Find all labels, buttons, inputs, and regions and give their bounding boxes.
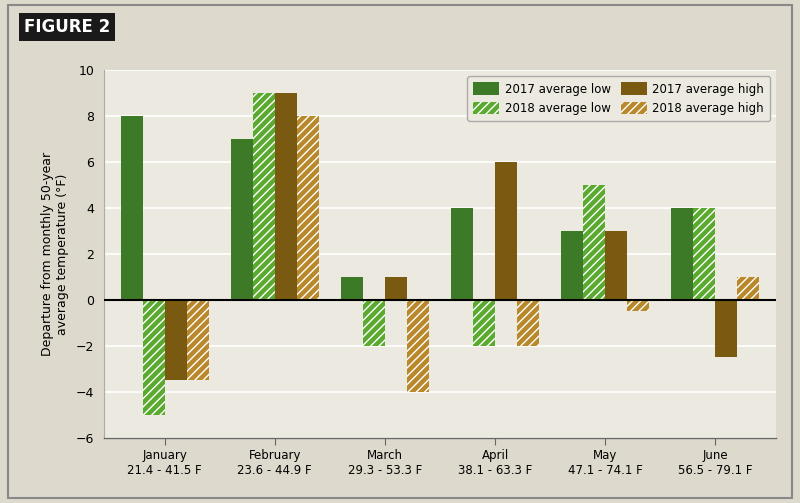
Bar bbox=[738, 277, 759, 300]
Bar bbox=[385, 277, 407, 300]
Bar bbox=[495, 162, 517, 300]
Bar bbox=[451, 208, 473, 300]
Y-axis label: Departure from monthly 50-year
average temperature (°F): Departure from monthly 50-year average t… bbox=[41, 152, 69, 356]
Bar bbox=[583, 185, 606, 300]
Bar bbox=[186, 300, 209, 380]
Bar bbox=[671, 208, 694, 300]
Bar bbox=[363, 300, 385, 346]
Bar bbox=[165, 300, 186, 380]
Legend: 2017 average low, 2018 average low, 2017 average high, 2018 average high: 2017 average low, 2018 average low, 2017… bbox=[467, 76, 770, 121]
Bar bbox=[142, 300, 165, 414]
Bar bbox=[121, 116, 142, 300]
Bar bbox=[694, 208, 715, 300]
Bar bbox=[230, 139, 253, 300]
Bar bbox=[341, 277, 363, 300]
Bar bbox=[473, 300, 495, 346]
Bar bbox=[407, 300, 429, 392]
Bar bbox=[253, 94, 274, 300]
Bar bbox=[517, 300, 539, 346]
Text: FIGURE 2: FIGURE 2 bbox=[24, 18, 110, 36]
Bar bbox=[561, 231, 583, 300]
Bar bbox=[274, 94, 297, 300]
Bar bbox=[627, 300, 650, 311]
Bar bbox=[606, 231, 627, 300]
Bar bbox=[715, 300, 738, 357]
Bar bbox=[297, 116, 319, 300]
